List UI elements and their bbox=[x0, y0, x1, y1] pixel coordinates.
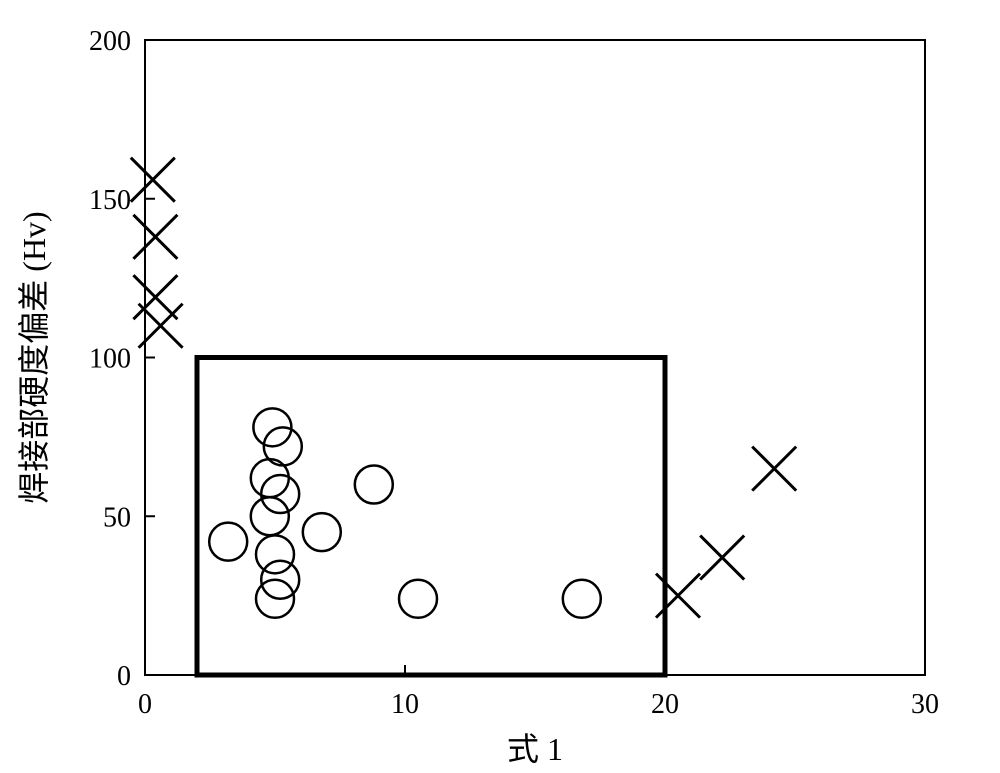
x-axis-label: 式 1 bbox=[507, 731, 563, 767]
y-axis-label: 焊接部硬度偏差 (Hv) bbox=[16, 211, 52, 503]
data-point-circle bbox=[209, 523, 247, 561]
y-tick-label: 50 bbox=[103, 502, 131, 533]
y-tick-label: 100 bbox=[89, 344, 131, 375]
selection-box bbox=[197, 358, 665, 676]
scatter-chart: 0 10 20 30 0 50 100 150 200 式 1 焊接部硬度偏差 (Hv) bbox=[0, 0, 1000, 773]
data-point-circle bbox=[563, 580, 601, 618]
chart-container: 0 10 20 30 0 50 100 150 200 式 1 焊接部硬度偏差 (Hv) bbox=[0, 0, 1000, 773]
x-tick-label: 20 bbox=[651, 689, 679, 720]
data-point-circle bbox=[303, 513, 341, 551]
x-tick-label: 0 bbox=[138, 689, 152, 720]
y-tick-label: 200 bbox=[89, 26, 131, 57]
x-tick-label: 10 bbox=[391, 689, 419, 720]
y-tick-label: 150 bbox=[89, 185, 131, 216]
data-point-circle bbox=[251, 497, 289, 535]
x-tick-label: 30 bbox=[911, 689, 939, 720]
data-point-circle bbox=[399, 580, 437, 618]
data-point-circle bbox=[355, 466, 393, 504]
y-tick-label: 0 bbox=[117, 661, 131, 692]
data-point-circle bbox=[256, 535, 294, 573]
